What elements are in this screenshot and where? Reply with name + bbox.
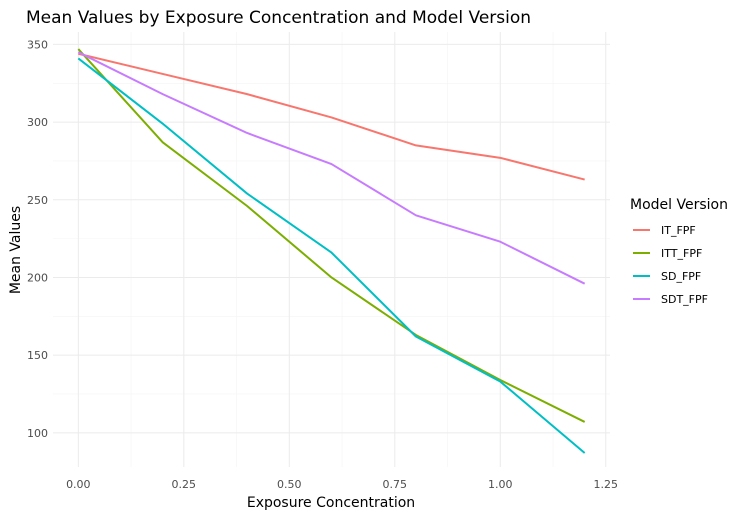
legend-label: IT_FPF: [661, 224, 696, 237]
x-tick-label: 1.00: [488, 478, 513, 491]
y-tick-label: 250: [27, 194, 48, 207]
y-axis-title: Mean Values: [8, 206, 24, 294]
x-tick-label: 0.50: [277, 478, 302, 491]
chart-title: Mean Values by Exposure Concentration an…: [26, 8, 531, 28]
y-tick-labels: 100 150 200 250 300 350: [27, 38, 48, 439]
y-tick-label: 300: [27, 116, 48, 129]
legend-item: SDT_FPF: [633, 293, 708, 306]
series-layer: [77, 48, 586, 454]
y-tick-label: 350: [27, 38, 48, 51]
x-tick-label: 0.75: [383, 478, 408, 491]
x-axis-title: Exposure Concentration: [247, 495, 415, 511]
y-tick-label: 150: [27, 349, 48, 362]
legend-item: ITT_FPF: [633, 247, 702, 260]
x-tick-labels: 0.00 0.25 0.50 0.75 1.00 1.25: [66, 478, 618, 491]
legend: Model Version IT_FPF ITT_FPF SD_FPF SDT_FPF: [630, 197, 728, 306]
series-line-itt-fpf: [77, 48, 586, 423]
legend-item: SD_FPF: [633, 270, 701, 283]
legend-items: IT_FPF ITT_FPF SD_FPF SDT_FPF: [633, 224, 708, 306]
y-tick-label: 200: [27, 271, 48, 284]
legend-label: SDT_FPF: [661, 293, 708, 306]
legend-label: ITT_FPF: [661, 247, 702, 260]
grid: [53, 32, 610, 467]
y-tick-label: 100: [27, 427, 48, 440]
series-line-sdt-fpf: [77, 51, 586, 285]
x-tick-label: 0.00: [66, 478, 91, 491]
series-line-sd-fpf: [77, 57, 586, 454]
legend-title: Model Version: [630, 197, 728, 213]
legend-label: SD_FPF: [661, 270, 701, 283]
x-tick-label: 1.25: [594, 478, 619, 491]
legend-item: IT_FPF: [633, 224, 696, 237]
x-tick-label: 0.25: [172, 478, 197, 491]
series-line-it-fpf: [78, 52, 585, 181]
